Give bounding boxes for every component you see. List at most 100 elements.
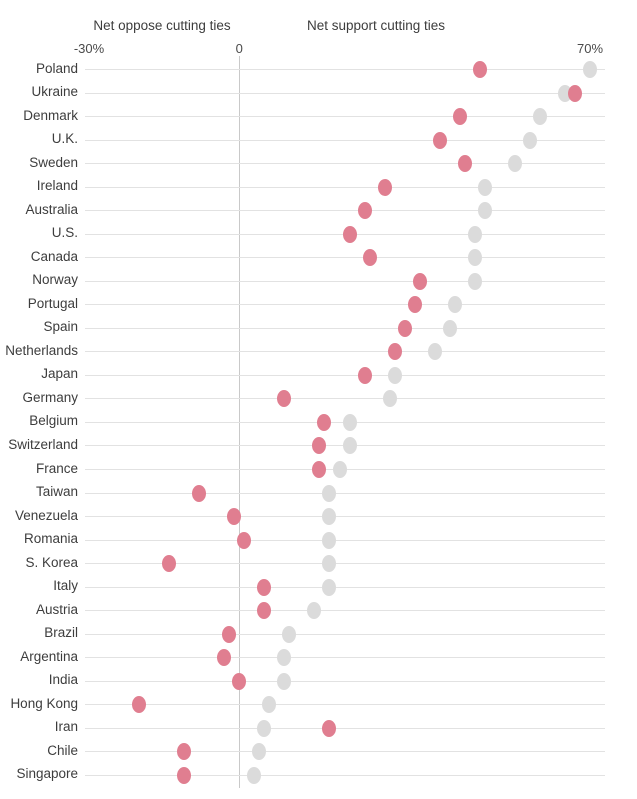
country-label-belgium: Belgium: [29, 413, 78, 429]
country-label-sweden: Sweden: [29, 154, 78, 170]
country-label-singapore: Singapore: [16, 766, 78, 782]
pink-dot: [567, 84, 582, 102]
row-line: [85, 374, 605, 376]
pink-dot: [322, 719, 337, 737]
country-label-argentina: Argentina: [20, 648, 78, 664]
row-line: [85, 280, 605, 282]
axis-header-net-support: Net support cutting ties: [306, 18, 446, 33]
gray-dot: [532, 108, 547, 126]
gray-dot: [282, 625, 297, 643]
pink-dot: [312, 437, 327, 455]
row-line: [85, 257, 605, 259]
gray-dot: [262, 696, 277, 714]
country-label-australia: Australia: [25, 201, 78, 217]
pink-dot: [217, 649, 232, 667]
pink-dot: [357, 366, 372, 384]
gray-dot: [252, 743, 267, 761]
pink-dot: [472, 61, 487, 78]
gray-dot: [522, 131, 537, 149]
pink-dot: [342, 225, 357, 243]
country-label-denmark: Denmark: [23, 107, 78, 123]
country-label-canada: Canada: [30, 248, 78, 264]
row-line: [85, 92, 605, 94]
country-label-italy: Italy: [53, 578, 78, 594]
pink-dot: [407, 296, 422, 314]
pink-dot: [357, 202, 372, 220]
row-line: [85, 69, 605, 70]
row-line: [85, 516, 605, 518]
pink-dot: [257, 578, 272, 596]
row-line: [85, 774, 605, 776]
row-line: [85, 727, 605, 729]
pink-dot: [457, 155, 472, 173]
gray-dot: [477, 202, 492, 220]
country-label-portugal: Portugal: [27, 295, 78, 311]
pink-dot: [277, 390, 292, 408]
gray-dot: [382, 390, 397, 408]
gray-dot: [322, 555, 337, 573]
gray-dot: [467, 249, 482, 267]
pink-dot: [397, 319, 412, 337]
gray-dot: [507, 155, 522, 173]
country-label-france: France: [35, 460, 78, 476]
gray-dot: [442, 319, 457, 337]
gray-dot: [583, 61, 597, 78]
gray-dot: [322, 531, 337, 549]
row-line: [85, 751, 605, 753]
row-line: [85, 492, 605, 494]
gray-dot: [332, 461, 347, 478]
country-label-norway: Norway: [32, 272, 78, 288]
pink-dot: [132, 696, 147, 714]
country-label-ukraine: Ukraine: [31, 84, 78, 100]
gray-dot: [277, 672, 292, 690]
country-label-venezuela: Venezuela: [14, 507, 78, 523]
gray-dot: [427, 343, 442, 361]
gray-dot: [247, 766, 262, 784]
gray-dot: [322, 508, 337, 526]
gray-dot: [342, 413, 357, 431]
row-line: [85, 633, 605, 635]
axis-tick-70: 70%: [576, 41, 604, 56]
row-line: [85, 586, 605, 588]
pink-dot: [377, 178, 392, 196]
country-label-india: India: [48, 672, 78, 688]
axis-header-net-oppose: Net oppose cutting ties: [93, 18, 231, 33]
country-label-taiwan: Taiwan: [35, 484, 78, 500]
country-label-ireland: Ireland: [36, 178, 78, 194]
pink-dot: [177, 743, 192, 761]
country-label-u-k: U.K.: [51, 131, 78, 147]
gray-dot: [322, 484, 337, 502]
pink-dot: [432, 131, 447, 149]
row-line: [85, 680, 605, 682]
row-line: [85, 539, 605, 541]
pink-dot: [192, 484, 207, 502]
country-label-s-korea: S. Korea: [25, 554, 78, 570]
gray-dot: [307, 602, 322, 620]
row-line: [85, 163, 605, 165]
country-label-spain: Spain: [43, 319, 78, 335]
country-label-brazil: Brazil: [44, 625, 78, 641]
row-line: [85, 704, 605, 706]
gray-dot: [467, 272, 482, 290]
gray-dot: [322, 578, 337, 596]
gray-dot: [257, 719, 272, 737]
pink-dot: [222, 625, 237, 643]
country-label-iran: Iran: [54, 719, 78, 735]
gray-dot: [447, 296, 462, 314]
row-line: [85, 327, 605, 329]
pink-dot: [312, 461, 327, 478]
country-label-japan: Japan: [41, 366, 78, 382]
country-label-germany: Germany: [22, 389, 78, 405]
row-line: [85, 610, 605, 612]
row-line: [85, 116, 605, 118]
row-line: [85, 398, 605, 400]
gray-dot: [342, 437, 357, 455]
pink-dot: [317, 413, 332, 431]
gray-dot: [277, 649, 292, 667]
pink-dot: [257, 602, 272, 620]
axis-tick-0: 0: [235, 41, 243, 56]
pink-dot: [177, 766, 192, 784]
pink-dot: [452, 108, 467, 126]
row-line: [85, 304, 605, 306]
